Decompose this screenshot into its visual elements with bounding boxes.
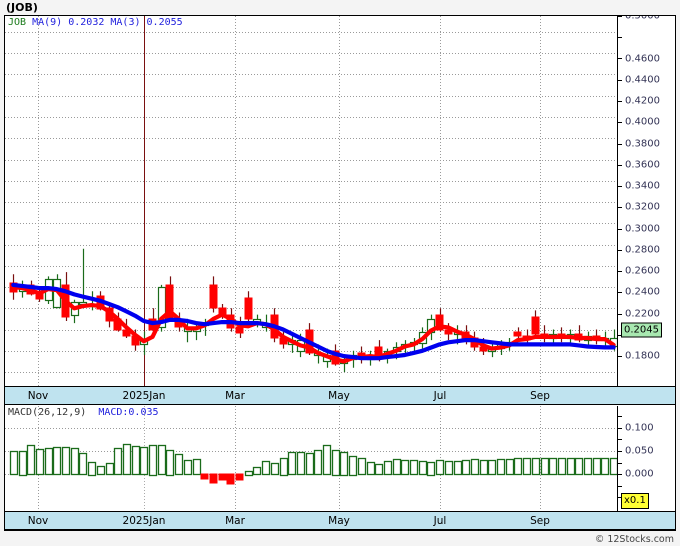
- macd-axis-minor-tick: [617, 416, 622, 417]
- current-price-badge: 0.2045: [621, 322, 662, 338]
- price-axis-tick: [617, 356, 622, 357]
- legend-ma9-label: MA(9): [32, 17, 63, 28]
- macd-axis-tick: [617, 474, 622, 475]
- price-axis-label: 0.3200: [625, 201, 660, 213]
- macd-axis-separator: [617, 406, 618, 511]
- price-axis-label: 0.5000: [625, 16, 660, 22]
- date-axis-macd-label: Jul: [433, 515, 447, 527]
- legend-symbol: JOB: [8, 17, 27, 28]
- macd-axis: 0.100 0.050 0.000 x0.1: [617, 406, 675, 511]
- price-axis-label: 0.4000: [625, 116, 660, 128]
- price-axis-tick: [617, 122, 622, 123]
- macd-axis-minor-tick: [617, 439, 622, 440]
- macd-scale-badge: x0.1: [621, 493, 649, 509]
- price-axis-separator: [617, 16, 618, 386]
- macd-axis-minor-tick: [617, 497, 622, 498]
- price-axis-label: 0.3000: [625, 223, 660, 234]
- price-axis-tick: [617, 271, 622, 272]
- macd-legend: MACD(26,12,9) MACD:0.035: [8, 407, 159, 418]
- price-axis-tick: [617, 80, 622, 81]
- macd-axis-label: 0.100: [625, 422, 654, 434]
- date-axis-price-label: Sep: [530, 390, 550, 402]
- macd-axis-label: 0.000: [625, 468, 654, 480]
- macd-label: MACD(26,12,9): [8, 407, 87, 418]
- date-axis-macd-label: 2025Jan: [122, 515, 166, 527]
- macd-chart-svg: [5, 406, 617, 511]
- price-axis-label: 0.3800: [625, 138, 660, 149]
- price-axis-label: 0.2200: [625, 308, 660, 319]
- page-title: (JOB): [6, 1, 38, 14]
- price-axis-label: 0.2800: [625, 244, 660, 256]
- price-axis-label: 0.2400: [625, 286, 660, 298]
- price-chart-svg: [5, 16, 617, 386]
- macd-axis-tick: [617, 451, 622, 452]
- price-axis-tick: [617, 58, 622, 59]
- macd-axis-tick: [617, 428, 622, 429]
- date-axis-macd-label: Sep: [530, 515, 550, 527]
- price-axis-label: 0.4600: [625, 53, 660, 64]
- price-axis-tick: [617, 186, 622, 187]
- price-axis-label: 0.1800: [625, 350, 660, 362]
- price-axis-tick: [617, 16, 622, 17]
- macd-chart-panel[interactable]: [5, 406, 617, 511]
- price-axis: 0.5000 0.4600 0.4400 0.4200 0.4000 0.3800 0.36…: [617, 16, 675, 386]
- price-axis-tick: [617, 335, 622, 336]
- price-legend: JOB MA(9) 0.2032 MA(3) 0.2055: [8, 17, 183, 28]
- date-axis-price-label: Jul: [433, 390, 447, 402]
- macd-value: MACD:0.035: [98, 407, 159, 418]
- date-axis-macd: Nov 2025Jan Mar May Jul Sep: [5, 511, 675, 530]
- price-axis-label: 0.4200: [625, 95, 660, 107]
- date-axis-price-label: Nov: [27, 390, 49, 402]
- price-axis-tick: [617, 229, 622, 230]
- price-axis-tick: [617, 37, 622, 38]
- legend-ma3-value: 0.2055: [146, 17, 183, 28]
- price-axis-tick: [617, 250, 622, 251]
- copyright-notice: © 12Stocks.com: [594, 534, 674, 545]
- price-axis-tick: [617, 314, 622, 315]
- price-axis-tick: [617, 144, 622, 145]
- legend-ma3-label: MA(3): [110, 17, 141, 28]
- date-axis-price-label: May: [328, 390, 350, 402]
- date-axis-macd-label: May: [328, 515, 350, 527]
- date-axis-macd-label: Mar: [225, 515, 245, 527]
- price-axis-tick: [617, 207, 622, 208]
- macd-axis-minor-tick: [617, 463, 622, 464]
- price-axis-label: 0.4400: [625, 74, 660, 86]
- price-axis-tick: [617, 165, 622, 166]
- price-axis-tick: [617, 292, 622, 293]
- date-axis-macd-label: Nov: [27, 515, 49, 527]
- date-axis-price-label: Mar: [225, 390, 245, 402]
- macd-axis-minor-tick: [617, 486, 622, 487]
- price-axis-label: 0.2600: [625, 265, 660, 277]
- price-axis-tick: [617, 101, 622, 102]
- legend-ma9-value: 0.2032: [68, 17, 105, 28]
- price-axis-label: 0.3600: [625, 159, 660, 171]
- price-chart-panel[interactable]: [5, 16, 617, 386]
- macd-axis-label: 0.050: [625, 445, 654, 457]
- date-axis-price: Nov 2025Jan Mar May Jul Sep: [5, 386, 675, 405]
- date-axis-price-label: 2025Jan: [122, 390, 166, 402]
- price-axis-label: 0.3400: [625, 180, 660, 192]
